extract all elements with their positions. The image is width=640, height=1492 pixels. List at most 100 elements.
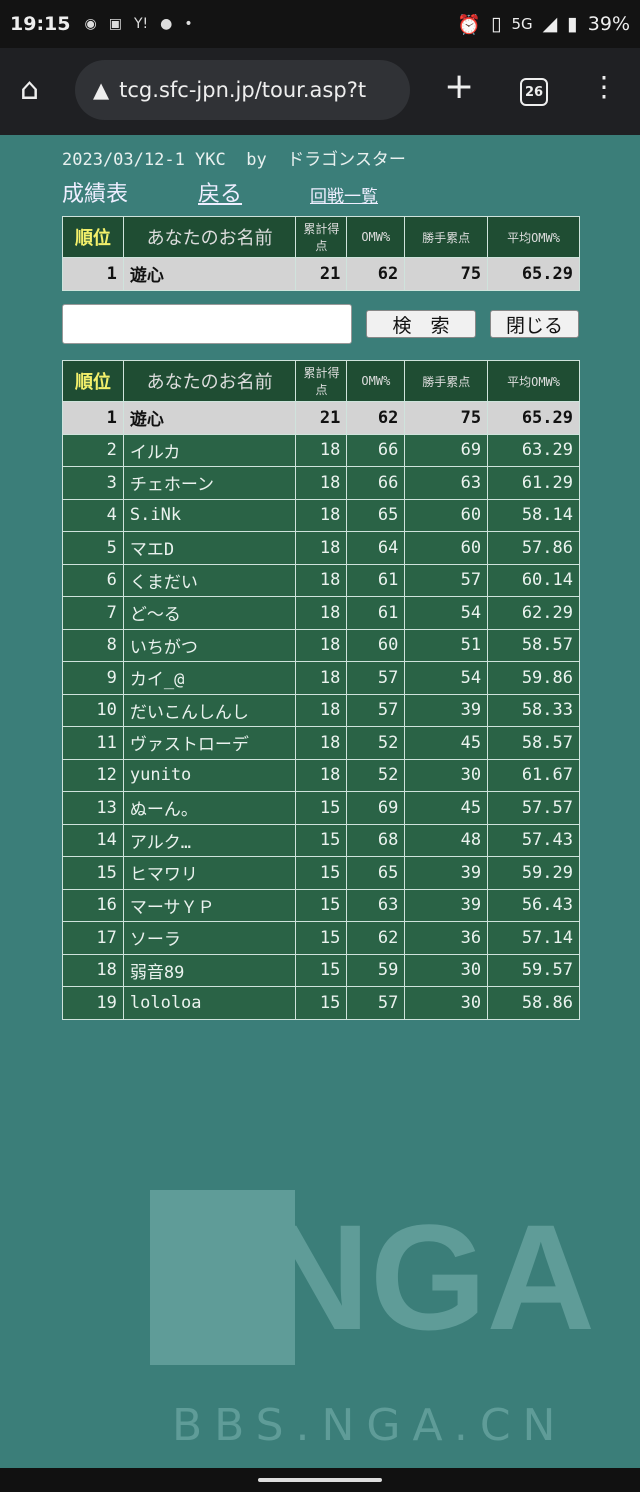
player-name: S.iNk xyxy=(122,498,297,532)
avg-omw: 62.29 xyxy=(487,596,580,630)
clock: 19:15 xyxy=(10,13,71,35)
table-row: 3 チェホーン 18 66 63 61.29 xyxy=(62,466,580,500)
table-row: 17 ソーラ 15 62 36 57.14 xyxy=(62,921,580,955)
kattei: 75 xyxy=(404,257,489,291)
home-gesture-handle[interactable] xyxy=(258,1478,382,1482)
avg-omw: 57.57 xyxy=(487,791,580,825)
rank: 10 xyxy=(62,693,124,727)
back-link[interactable]: 戻る xyxy=(198,182,243,207)
table-row: 13 ぬーん。 15 69 45 57.57 xyxy=(62,791,580,825)
col-kattei: 勝手累点 xyxy=(404,360,489,402)
points: 15 xyxy=(295,888,348,922)
rank: 9 xyxy=(62,661,124,695)
kattei: 39 xyxy=(404,856,489,890)
player-name: ぬーん。 xyxy=(122,791,297,825)
table-row: 19 lololoa 15 57 30 58.86 xyxy=(62,986,580,1020)
rank: 8 xyxy=(62,628,124,662)
points: 21 xyxy=(295,257,348,291)
discord-icon: ◉ xyxy=(84,16,97,32)
ranking-table: 順位 あなたのお名前 累計得点 OMW% 勝手累点 平均OMW% 1 遊心 21 62… xyxy=(62,360,580,1020)
omw: 59 xyxy=(346,953,406,987)
omw: 52 xyxy=(346,726,406,760)
omw: 62 xyxy=(346,921,406,955)
kattei: 45 xyxy=(404,791,489,825)
kattei: 30 xyxy=(404,953,489,987)
table-row: 8 いちがつ 18 60 51 58.57 xyxy=(62,628,580,662)
url-text: tcg.sfc-jpn.jp/tour.asp?t xyxy=(119,78,367,102)
rank: 2 xyxy=(62,433,124,467)
omw: 65 xyxy=(346,498,406,532)
rank: 18 xyxy=(62,953,124,987)
points: 18 xyxy=(295,563,348,597)
rank: 1 xyxy=(62,257,124,291)
table-row: 11 ヴァストローデ 18 52 45 58.57 xyxy=(62,726,580,760)
table-row: 14 アルク… 15 68 48 57.43 xyxy=(62,823,580,857)
player-name: ヴァストローデ xyxy=(122,726,297,760)
my-result-table: 順位 あなたのお名前 累計得点 OMW% 勝手累点 平均OMW% 1 遊心 21… xyxy=(62,216,580,291)
omw: 52 xyxy=(346,758,406,792)
search-button[interactable]: 検 索 xyxy=(366,310,476,338)
signal-icon: ◢ xyxy=(542,13,558,35)
kattei: 30 xyxy=(404,986,489,1020)
avg-omw: 59.57 xyxy=(487,953,580,987)
points: 18 xyxy=(295,433,348,467)
kattei: 48 xyxy=(404,823,489,857)
col-name: あなたのお名前 xyxy=(122,360,297,402)
battery-icon: ▮ xyxy=(567,13,578,35)
omw: 62 xyxy=(346,257,406,291)
player-name: チェホーン xyxy=(122,466,297,500)
avg-omw: 58.14 xyxy=(487,498,580,532)
col-name: あなたのお名前 xyxy=(122,216,297,258)
player-name: アルク… xyxy=(122,823,297,857)
home-icon[interactable]: ⌂ xyxy=(20,72,40,107)
player-name: カイ_@ xyxy=(122,661,297,695)
kattei: 60 xyxy=(404,498,489,532)
search-input[interactable] xyxy=(62,304,352,344)
player-name: lololoa xyxy=(122,986,297,1020)
nga-watermark-logo: NGA xyxy=(150,1190,595,1365)
omw: 66 xyxy=(346,433,406,467)
avg-omw: 60.14 xyxy=(487,563,580,597)
col-omw: OMW% xyxy=(346,216,406,258)
network-type: 5G xyxy=(511,15,533,33)
close-button[interactable]: 閉じる xyxy=(490,310,579,338)
points: 15 xyxy=(295,791,348,825)
tab-switcher-button[interactable]: 26 xyxy=(520,78,548,106)
omw: 68 xyxy=(346,823,406,857)
omw: 63 xyxy=(346,888,406,922)
col-avg-omw: 平均OMW% xyxy=(487,360,580,402)
points: 18 xyxy=(295,758,348,792)
rounds-list-link[interactable]: 回戦一覧 xyxy=(310,187,378,207)
status-bar: 19:15 ◉ ▣ Y! ● • ⏰ ▯ 5G ◢ ▮ 39% xyxy=(0,0,640,48)
player-name: マエD xyxy=(122,531,297,565)
pass-icon: ▣ xyxy=(108,16,122,32)
col-points: 累計得点 xyxy=(295,360,348,402)
omw: 69 xyxy=(346,791,406,825)
rank: 15 xyxy=(62,856,124,890)
points: 15 xyxy=(295,823,348,857)
points: 21 xyxy=(295,401,348,435)
rank: 6 xyxy=(62,563,124,597)
avg-omw: 61.29 xyxy=(487,466,580,500)
omw: 57 xyxy=(346,986,406,1020)
kattei: 75 xyxy=(404,401,489,435)
new-tab-icon[interactable]: + xyxy=(444,66,475,107)
omw: 60 xyxy=(346,628,406,662)
points: 18 xyxy=(295,466,348,500)
kattei: 39 xyxy=(404,693,489,727)
omw: 57 xyxy=(346,661,406,695)
avg-omw: 59.86 xyxy=(487,661,580,695)
kattei: 36 xyxy=(404,921,489,955)
points: 18 xyxy=(295,693,348,727)
address-bar[interactable]: ▲ tcg.sfc-jpn.jp/tour.asp?t xyxy=(75,60,410,120)
points: 15 xyxy=(295,856,348,890)
player-name: 遊心 xyxy=(122,401,297,435)
col-rank: 順位 xyxy=(62,216,124,258)
rank: 7 xyxy=(62,596,124,630)
points: 18 xyxy=(295,596,348,630)
kattei: 57 xyxy=(404,563,489,597)
avg-omw: 57.14 xyxy=(487,921,580,955)
system-nav-bar xyxy=(0,1468,640,1492)
more-menu-icon[interactable]: ⋮ xyxy=(590,70,618,103)
rank: 3 xyxy=(62,466,124,500)
